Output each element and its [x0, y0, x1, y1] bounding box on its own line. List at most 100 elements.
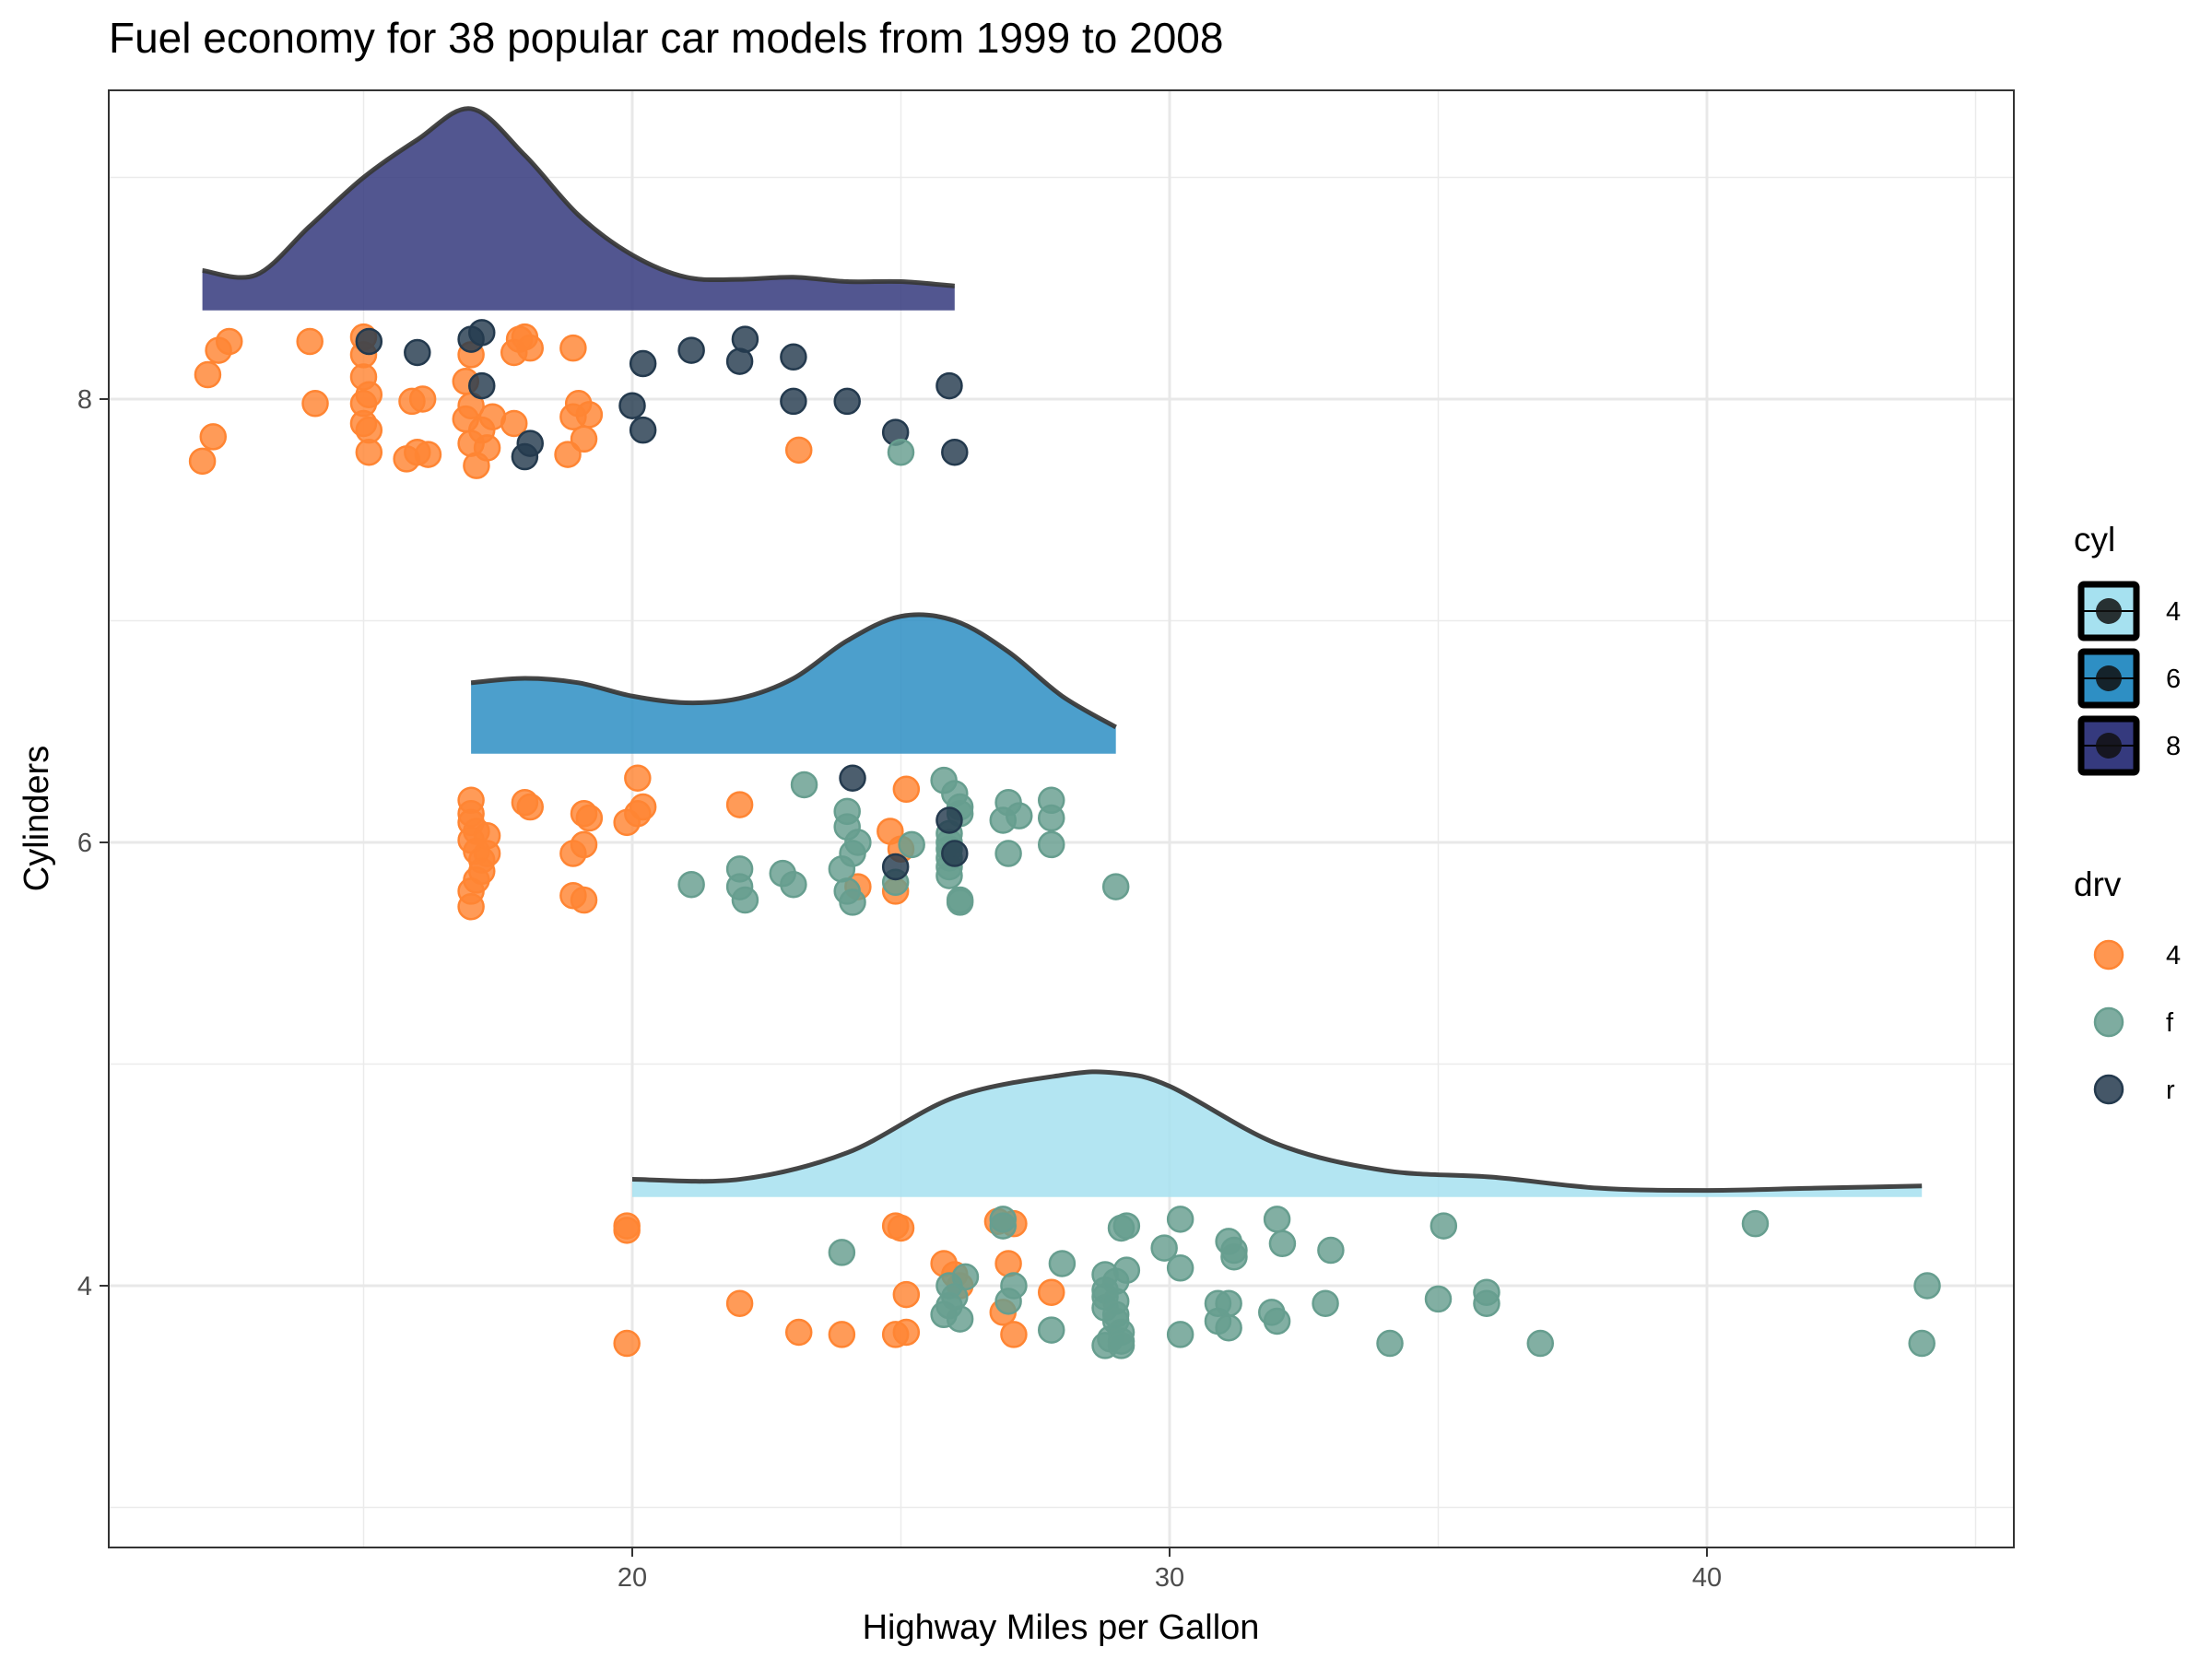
legend-title-cyl: cyl — [2074, 521, 2115, 559]
data-point-drv-4 — [892, 1318, 921, 1347]
data-point-drv-4 — [355, 381, 383, 408]
data-point-drv-4 — [725, 1289, 754, 1317]
data-point-drv-4 — [516, 334, 544, 362]
x-axis: 20 30 40 — [618, 1547, 1722, 1593]
data-point-drv-r — [618, 392, 646, 419]
legend: cyl 4 6 8 drv 4 f r — [2074, 521, 2181, 1105]
data-point-drv-4 — [188, 447, 217, 476]
data-point-drv-4 — [199, 423, 228, 451]
data-point-drv-f — [1376, 1329, 1404, 1358]
data-point-drv-f — [1112, 1256, 1141, 1284]
plot-panel — [108, 89, 2015, 1548]
data-point-drv-f — [1037, 830, 1065, 859]
data-point-drv-r — [881, 853, 910, 881]
y-axis: 4 6 8 — [77, 385, 109, 1301]
legend-key-drv — [2093, 1006, 2124, 1038]
data-point-drv-r — [404, 338, 431, 367]
data-point-drv-f — [1215, 1289, 1242, 1317]
data-point-drv-f — [1150, 1234, 1178, 1262]
legend-title-drv: drv — [2074, 865, 2122, 903]
x-axis-label: Highway Miles per Gallon — [863, 1608, 1260, 1647]
data-point-drv-4 — [414, 441, 442, 468]
data-point-drv-f — [951, 1263, 980, 1291]
data-point-drv-4 — [570, 425, 598, 453]
data-point-drv-r — [839, 764, 866, 793]
x-tick-label: 40 — [1692, 1563, 1722, 1593]
data-point-drv-f — [935, 862, 963, 889]
data-point-drv-f — [994, 840, 1022, 867]
legend-key-dot — [2096, 733, 2122, 759]
y-tick-label: 4 — [77, 1272, 92, 1301]
data-point-drv-f — [839, 888, 866, 916]
data-point-drv-4 — [629, 793, 657, 821]
data-point-drv-r — [516, 429, 544, 457]
data-point-drv-r — [941, 438, 969, 466]
data-point-drv-r — [833, 387, 861, 416]
data-point-drv-r — [468, 371, 496, 400]
data-point-drv-f — [1473, 1289, 1500, 1317]
data-point-drv-4 — [828, 1321, 856, 1348]
data-point-drv-f — [844, 829, 872, 856]
density-clouds — [202, 106, 1923, 1197]
data-point-drv-4 — [892, 775, 921, 804]
data-point-drv-f — [677, 870, 705, 899]
data-point-drv-r — [468, 319, 496, 347]
data-point-drv-f — [1263, 1206, 1291, 1233]
data-point-drv-f — [1101, 873, 1130, 900]
legend-label-cyl: 4 — [2166, 597, 2181, 627]
data-point-drv-4 — [473, 434, 501, 462]
data-point-drv-r — [780, 343, 807, 371]
data-point-drv-r — [725, 347, 754, 375]
legend-key-drv — [2093, 939, 2124, 971]
data-point-drv-r — [731, 325, 759, 353]
y-axis-label: Cylinders — [18, 746, 56, 891]
legend-label-drv: 4 — [2166, 941, 2181, 971]
data-point-drv-4 — [559, 334, 587, 362]
y-tick-label: 6 — [77, 829, 92, 858]
data-point-drv-4 — [575, 804, 604, 832]
data-point-drv-f — [828, 1239, 856, 1266]
x-tick-label: 20 — [618, 1563, 647, 1593]
chart-title: Fuel economy for 38 popular car models f… — [109, 14, 1223, 62]
data-point-drv-4 — [194, 360, 222, 389]
data-point-drv-4 — [994, 1250, 1022, 1277]
data-point-drv-r — [629, 349, 657, 378]
data-point-drv-r — [935, 806, 963, 834]
data-point-drv-f — [989, 1212, 1018, 1240]
legend-label-drv: r — [2166, 1076, 2175, 1105]
data-point-drv-f — [946, 888, 974, 916]
density-outline-cyl-8 — [202, 106, 956, 288]
data-point-drv-f — [1263, 1307, 1291, 1335]
legend-label-cyl: 6 — [2166, 665, 2181, 694]
data-point-drv-4 — [613, 1329, 641, 1358]
data-point-drv-f — [1037, 804, 1065, 832]
data-point-drv-f — [1424, 1285, 1453, 1313]
x-tick-label: 30 — [1155, 1563, 1184, 1593]
data-point-drv-4 — [725, 791, 754, 818]
data-point-drv-f — [1312, 1289, 1339, 1317]
data-point-drv-r — [677, 336, 705, 364]
legend-label-drv: f — [2166, 1008, 2174, 1038]
data-point-drv-r — [780, 387, 807, 416]
data-point-drv-f — [1107, 1332, 1135, 1359]
data-point-drv-r — [355, 327, 383, 356]
y-tick-label: 8 — [77, 385, 92, 415]
data-point-drv-4 — [570, 830, 598, 859]
data-point-drv-4 — [784, 1318, 813, 1347]
data-point-drv-4 — [1000, 1321, 1028, 1348]
data-point-drv-4 — [613, 1217, 641, 1244]
data-point-drv-f — [1112, 1212, 1141, 1240]
data-point-drv-f — [1317, 1236, 1345, 1265]
density-outline-cyl-4 — [631, 1069, 1923, 1194]
data-point-drv-4 — [887, 1214, 915, 1242]
data-point-drv-r — [935, 371, 963, 400]
data-point-drv-f — [898, 830, 925, 859]
density-area-cyl-4 — [632, 1071, 1923, 1197]
data-point-drv-f — [1913, 1272, 1941, 1300]
data-point-drv-4 — [296, 327, 324, 356]
data-point-drv-f — [887, 438, 915, 466]
data-point-drv-f — [1037, 1316, 1065, 1344]
legend-label-cyl: 8 — [2166, 732, 2181, 761]
data-point-drv-f — [790, 771, 818, 799]
